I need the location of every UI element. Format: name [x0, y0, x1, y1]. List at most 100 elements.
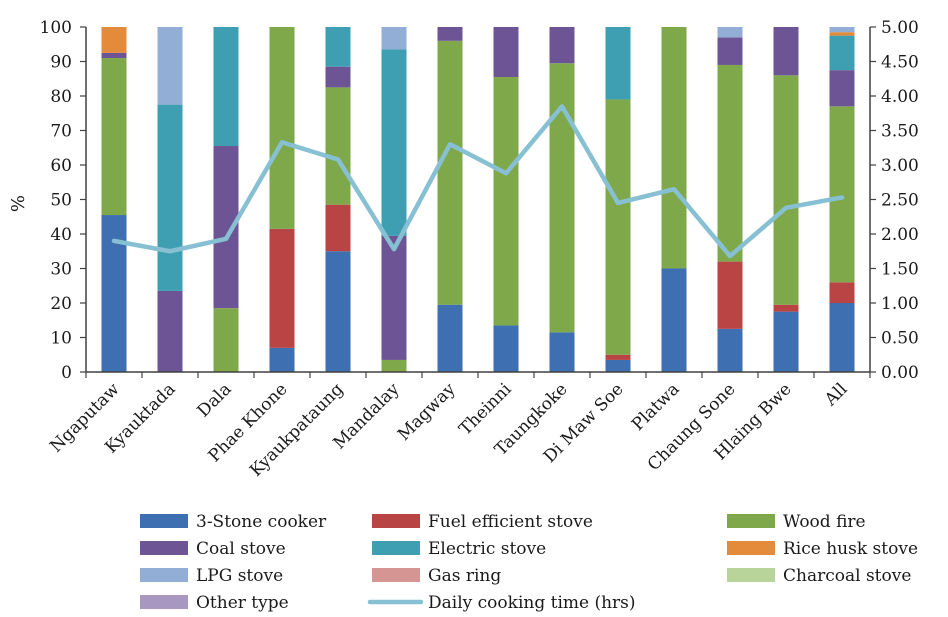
- bar-segment-0-9: [605, 359, 631, 372]
- y-tick-label: 70: [50, 122, 72, 142]
- y2-tick-label: 4.00: [881, 87, 919, 107]
- bar-segment-0-4: [325, 251, 351, 372]
- y-tick-label: 80: [50, 87, 72, 107]
- cooking-time-line: [111, 104, 845, 259]
- legend-label: Wood fire: [783, 512, 866, 532]
- bar-segment-2-10: [661, 27, 687, 269]
- bar-segment-4-5: [381, 49, 407, 236]
- y-tick-label: 30: [50, 260, 72, 280]
- y2-tick-label: 1.50: [881, 260, 919, 280]
- category-label: Platwa: [628, 379, 684, 435]
- bar-segment-0-10: [661, 268, 687, 372]
- y-tick-label: 10: [50, 329, 72, 349]
- bar-segment-5-0: [101, 27, 127, 53]
- legend-swatch: [140, 541, 188, 555]
- legend-label: Other type: [196, 593, 289, 613]
- bar-segment-0-11: [717, 328, 743, 373]
- bar-segment-6-5: [381, 27, 407, 50]
- bar-segment-3-6: [437, 27, 463, 41]
- bar-segment-0-13: [829, 303, 855, 372]
- y-axis-title: %: [8, 195, 29, 212]
- bar-segment-3-13: [829, 70, 855, 107]
- bar-segment-2-5: [381, 359, 407, 372]
- bar-segment-4-4: [325, 27, 351, 67]
- bar-segment-2-4: [325, 87, 351, 205]
- legend: 3-Stone cooker Fuel efficient stove Wood f…: [140, 512, 918, 613]
- legend-label: Electric stove: [428, 539, 546, 559]
- bar-segment-4-1: [157, 104, 183, 291]
- y-tick-label: 0: [61, 363, 72, 383]
- y2-tick-label: 3.50: [881, 122, 919, 142]
- legend-swatch: [140, 514, 188, 528]
- y2-tick-label: 3.00: [881, 156, 919, 176]
- bar-segment-4-13: [829, 35, 855, 71]
- y-tick-label: 20: [50, 294, 72, 314]
- bar-segment-3-12: [773, 27, 799, 76]
- legend-swatch: [372, 541, 420, 555]
- legend-label: Fuel efficient stove: [428, 512, 593, 532]
- bar-segment-3-4: [325, 66, 351, 88]
- legend-swatch: [140, 595, 188, 609]
- bar-segment-2-0: [101, 58, 127, 216]
- line-layer: [111, 104, 845, 259]
- bar-segment-1-11: [717, 261, 743, 329]
- y2-tick-label: 0.50: [881, 329, 919, 349]
- bar-segment-1-12: [773, 304, 799, 312]
- bar-segment-6-13: [829, 27, 855, 33]
- legend-label: LPG stove: [196, 566, 283, 586]
- bar-segment-2-2: [213, 308, 239, 372]
- y-tick-label: 50: [50, 191, 72, 211]
- bar-segment-1-3: [269, 228, 295, 348]
- legend-swatch: [372, 514, 420, 528]
- y2-tick-label: 4.50: [881, 53, 919, 73]
- legend-swatch: [140, 568, 188, 582]
- category-label: Dala: [194, 379, 236, 421]
- bar-segment-2-3: [269, 27, 295, 229]
- y-tick-label: 100: [40, 18, 72, 38]
- bar-segment-4-2: [213, 27, 239, 147]
- bar-segment-3-1: [157, 290, 183, 372]
- bar-segment-2-7: [493, 77, 519, 326]
- bar-segment-1-4: [325, 204, 351, 252]
- legend-swatch: [727, 568, 775, 582]
- bar-segment-2-9: [605, 99, 631, 355]
- y2-tick-label: 0.00: [881, 363, 919, 383]
- legend-swatch: [727, 541, 775, 555]
- bar-segment-6-1: [157, 27, 183, 105]
- bar-segment-2-11: [717, 64, 743, 262]
- bar-segment-0-3: [269, 347, 295, 372]
- bar-segment-2-8: [549, 63, 575, 333]
- legend-label: 3-Stone cooker: [196, 512, 327, 532]
- bar-segment-3-0: [101, 52, 127, 59]
- y-tick-label: 60: [50, 156, 72, 176]
- y-tick-label: 40: [50, 225, 72, 245]
- bar-segment-3-8: [549, 27, 575, 64]
- y2-tick-label: 2.00: [881, 225, 919, 245]
- bar-segment-5-13: [829, 32, 855, 36]
- bar-segment-1-13: [829, 282, 855, 303]
- bar-segment-2-12: [773, 75, 799, 305]
- bar-segment-0-8: [549, 332, 575, 372]
- y2-tick-label: 1.00: [881, 294, 919, 314]
- bar-segment-2-13: [829, 106, 855, 283]
- y-tick-label: 90: [50, 53, 72, 73]
- bar-segment-6-11: [717, 27, 743, 38]
- category-label: All: [820, 379, 851, 410]
- bar-segment-0-7: [493, 325, 519, 372]
- category-label: Magway: [394, 379, 460, 445]
- bar-segment-3-5: [381, 235, 407, 360]
- bar-segment-3-7: [493, 27, 519, 78]
- bar-segment-1-9: [605, 354, 631, 360]
- bar-segment-0-12: [773, 311, 799, 373]
- bar-segment-2-6: [437, 40, 463, 305]
- y2-tick-label: 5.00: [881, 18, 919, 38]
- bar-segment-0-0: [101, 215, 127, 372]
- legend-label: Charcoal stove: [783, 566, 911, 586]
- legend-swatch: [727, 514, 775, 528]
- bar-segment-4-9: [605, 27, 631, 100]
- y2-tick-label: 2.50: [881, 191, 919, 211]
- legend-label: Rice husk stove: [783, 539, 918, 559]
- bar-segment-0-6: [437, 304, 463, 372]
